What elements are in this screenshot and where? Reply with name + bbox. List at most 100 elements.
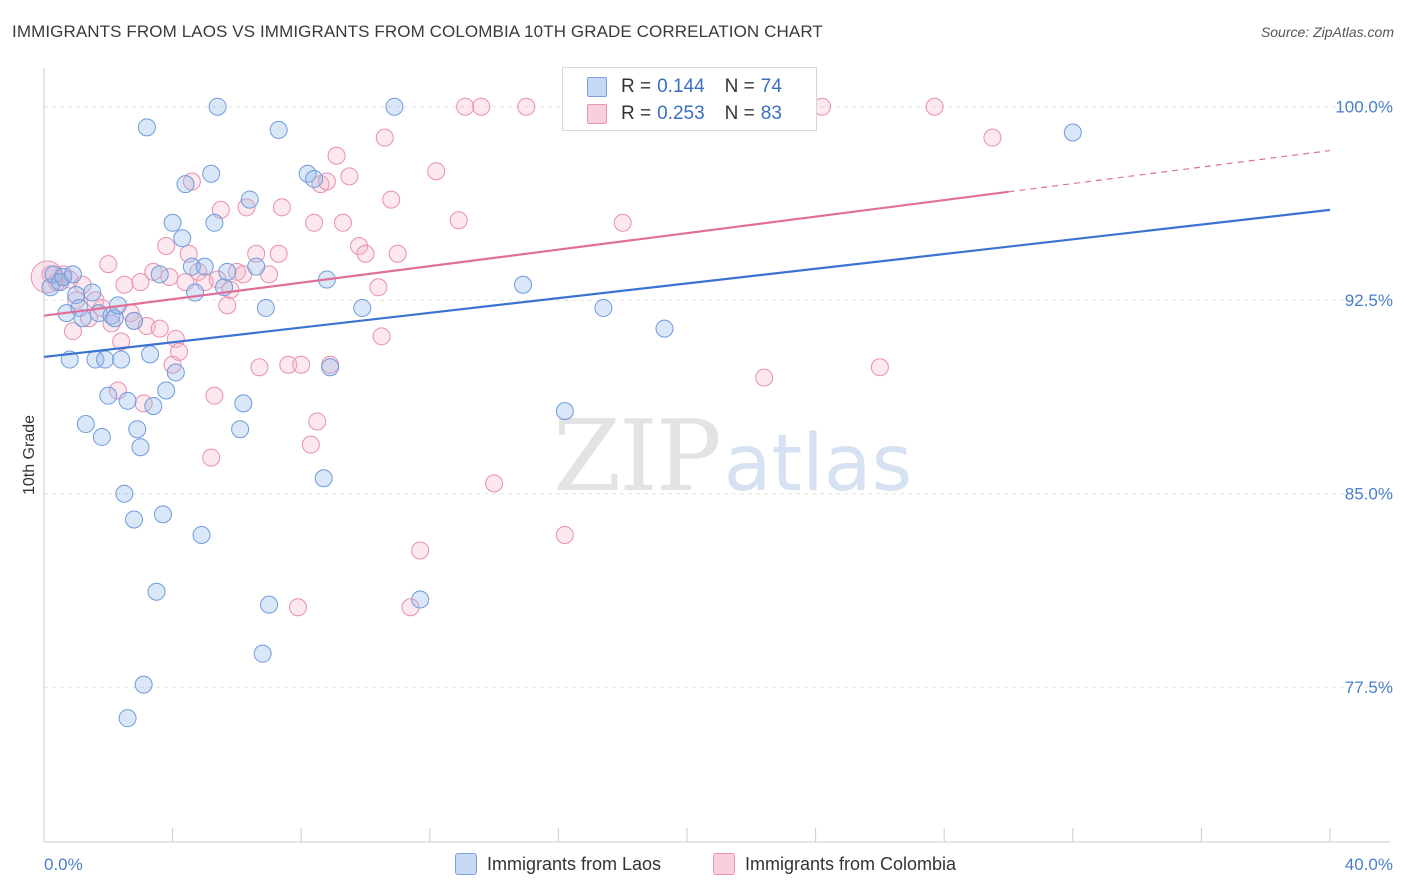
laos-points [41, 97, 1082, 728]
x-tick-label: 40.0% [1345, 855, 1393, 874]
laos-point [247, 257, 266, 276]
colombia-point [131, 273, 150, 292]
watermark-zip: ZIP [553, 400, 722, 514]
laos-point [141, 345, 160, 364]
colombia-point [372, 327, 391, 346]
laos-point [150, 265, 169, 284]
colombia-point [305, 213, 324, 232]
bottom-legend-colombia: Immigrants from Colombia [713, 852, 956, 876]
colombia-trend-extension [1008, 149, 1331, 193]
colombia-point [308, 412, 327, 431]
colombia-point [983, 128, 1002, 147]
n-label: N = [724, 76, 755, 97]
laos-point [253, 644, 272, 663]
colombia-point [30, 260, 64, 294]
colombia-point [411, 541, 430, 560]
laos-point [153, 505, 172, 524]
colombia-point [150, 319, 169, 338]
colombia-trend-line [43, 190, 1009, 317]
laos-point [83, 283, 102, 302]
laos-point [514, 275, 533, 294]
laos-point [240, 190, 259, 209]
laos-point [256, 298, 275, 317]
colombia-legend-swatch [713, 853, 735, 875]
colombia-r-value: 0.253 [657, 103, 705, 124]
colombia-point [327, 146, 346, 165]
watermark: ZIPatlas [553, 400, 912, 514]
laos-point [555, 402, 574, 421]
colombia-point [115, 275, 134, 294]
laos-point [112, 350, 131, 369]
y-tick-label: 77.5% [1345, 678, 1393, 697]
laos-point [147, 582, 166, 601]
colombia-point [208, 270, 227, 289]
laos-point [99, 386, 118, 405]
colombia-point [112, 332, 131, 351]
laos-point [186, 283, 205, 302]
laos-point [118, 709, 137, 728]
colombia-point [170, 342, 189, 361]
colombia-point [157, 237, 176, 256]
colombia-point [63, 322, 82, 341]
colombia-point [449, 211, 468, 230]
laos-point [128, 420, 147, 439]
laos-point [163, 213, 182, 232]
colombia-point [288, 598, 307, 617]
laos-point [96, 350, 115, 369]
colombia-point [369, 278, 388, 297]
colombia-point [350, 237, 369, 256]
colombia-point [301, 435, 320, 454]
laos-point [353, 298, 372, 317]
laos-point [137, 118, 156, 137]
laos-point [218, 262, 237, 281]
watermark-atlas: atlas [723, 419, 913, 509]
laos-legend-swatch [455, 853, 477, 875]
axes [43, 68, 1390, 843]
laos-point [134, 675, 153, 694]
laos-legend-label: Immigrants from Laos [487, 853, 662, 874]
source-label: Source: ZipAtlas.com [1260, 24, 1394, 40]
colombia-point [250, 358, 269, 377]
laos-trend-line [43, 208, 1331, 359]
laos-point [208, 97, 227, 116]
laos-point [125, 311, 144, 330]
laos-point [144, 396, 163, 415]
y-tick-label: 85.0% [1345, 485, 1393, 504]
colombia-point [456, 97, 475, 116]
laos-point [173, 229, 192, 248]
colombia-n-value: 83 [760, 103, 782, 124]
colombia-point [99, 255, 118, 274]
laos-swatch [587, 77, 607, 97]
colombia-point [613, 213, 632, 232]
laos-point [192, 525, 211, 544]
laos-point [195, 257, 214, 276]
colombia-point [279, 355, 298, 374]
colombia-point [340, 167, 359, 186]
r-label: R = [621, 76, 652, 97]
x-tick-label: 0.0% [44, 855, 83, 874]
laos-point [1063, 123, 1082, 142]
colombia-point [870, 358, 889, 377]
laos-point [305, 169, 324, 188]
colombia-point [401, 598, 420, 617]
legend-row-laos: R = 0.144 N = 74 [587, 74, 782, 100]
laos-point [118, 391, 137, 410]
colombia-point [388, 244, 407, 263]
laos-point [92, 427, 111, 446]
trend-lines [43, 149, 1331, 359]
y-tick-label: 100.0% [1335, 98, 1393, 117]
chart-title: IMMIGRANTS FROM LAOS VS IMMIGRANTS FROM … [12, 22, 823, 41]
laos-point [655, 319, 674, 338]
laos-point [411, 590, 430, 609]
colombia-point [755, 368, 774, 387]
laos-point [205, 213, 224, 232]
laos-r-value: 0.144 [657, 76, 705, 97]
laos-point [385, 97, 404, 116]
laos-point [115, 484, 134, 503]
colombia-point [205, 386, 224, 405]
colombia-point [485, 474, 504, 493]
laos-point [182, 257, 201, 276]
laos-point [202, 164, 221, 183]
colombia-swatch [587, 104, 607, 124]
